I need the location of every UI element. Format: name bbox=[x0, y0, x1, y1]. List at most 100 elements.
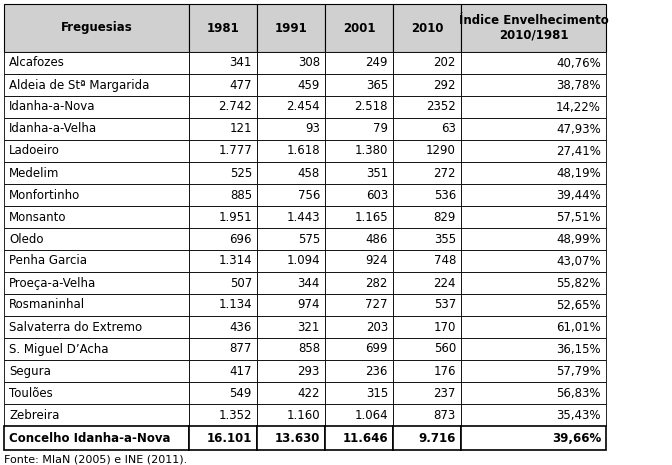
Text: 603: 603 bbox=[366, 188, 388, 201]
Text: 756: 756 bbox=[298, 188, 320, 201]
Bar bbox=[393, 338, 461, 360]
Bar bbox=[189, 118, 257, 140]
Text: 1.165: 1.165 bbox=[354, 211, 388, 224]
Bar bbox=[393, 184, 461, 206]
Text: 39,66%: 39,66% bbox=[552, 432, 601, 445]
Bar bbox=[189, 250, 257, 272]
Bar bbox=[325, 206, 393, 228]
Text: 43,07%: 43,07% bbox=[556, 254, 601, 267]
Text: 36,15%: 36,15% bbox=[556, 343, 601, 356]
Bar bbox=[325, 272, 393, 294]
Bar bbox=[461, 426, 606, 450]
Bar bbox=[325, 96, 393, 118]
Text: 57,79%: 57,79% bbox=[556, 365, 601, 378]
Text: 858: 858 bbox=[298, 343, 320, 356]
Bar bbox=[393, 162, 461, 184]
Bar bbox=[325, 140, 393, 162]
Bar bbox=[325, 338, 393, 360]
Text: 93: 93 bbox=[305, 122, 320, 135]
Bar bbox=[189, 228, 257, 250]
Text: Proeça-a-Velha: Proeça-a-Velha bbox=[9, 277, 96, 290]
Text: 1.064: 1.064 bbox=[354, 408, 388, 421]
Bar bbox=[189, 294, 257, 316]
Bar bbox=[325, 360, 393, 382]
Text: 417: 417 bbox=[230, 365, 252, 378]
Bar bbox=[393, 228, 461, 250]
Bar bbox=[257, 250, 325, 272]
Bar bbox=[325, 228, 393, 250]
Bar bbox=[461, 294, 606, 316]
Text: 292: 292 bbox=[433, 79, 456, 92]
Text: 202: 202 bbox=[433, 57, 456, 69]
Bar bbox=[189, 140, 257, 162]
Bar bbox=[393, 118, 461, 140]
Text: Monfortinho: Monfortinho bbox=[9, 188, 80, 201]
Text: Segura: Segura bbox=[9, 365, 51, 378]
Bar bbox=[393, 74, 461, 96]
Bar bbox=[257, 96, 325, 118]
Bar bbox=[461, 404, 606, 426]
Bar bbox=[4, 74, 189, 96]
Bar bbox=[461, 184, 606, 206]
Bar bbox=[189, 426, 257, 450]
Text: 365: 365 bbox=[366, 79, 388, 92]
Text: Alcafozes: Alcafozes bbox=[9, 57, 65, 69]
Text: 1290: 1290 bbox=[426, 145, 456, 158]
Text: 507: 507 bbox=[230, 277, 252, 290]
Bar bbox=[4, 52, 189, 74]
Text: 2001: 2001 bbox=[343, 21, 375, 34]
Text: 40,76%: 40,76% bbox=[556, 57, 601, 69]
Bar bbox=[393, 206, 461, 228]
Bar bbox=[257, 382, 325, 404]
Text: 885: 885 bbox=[230, 188, 252, 201]
Text: 55,82%: 55,82% bbox=[556, 277, 601, 290]
Text: 2010: 2010 bbox=[411, 21, 444, 34]
Text: 1.352: 1.352 bbox=[218, 408, 252, 421]
Bar bbox=[461, 4, 606, 52]
Bar bbox=[189, 206, 257, 228]
Text: 1.380: 1.380 bbox=[355, 145, 388, 158]
Bar bbox=[257, 404, 325, 426]
Bar bbox=[257, 118, 325, 140]
Bar bbox=[4, 426, 189, 450]
Text: 696: 696 bbox=[230, 232, 252, 246]
Bar bbox=[393, 96, 461, 118]
Bar bbox=[461, 316, 606, 338]
Text: 1.094: 1.094 bbox=[286, 254, 320, 267]
Text: 1.134: 1.134 bbox=[218, 299, 252, 312]
Text: 458: 458 bbox=[298, 166, 320, 179]
Text: 35,43%: 35,43% bbox=[556, 408, 601, 421]
Text: Idanha-a-Nova: Idanha-a-Nova bbox=[9, 100, 95, 113]
Bar bbox=[461, 338, 606, 360]
Bar bbox=[4, 228, 189, 250]
Bar bbox=[257, 52, 325, 74]
Bar bbox=[257, 228, 325, 250]
Text: 1.777: 1.777 bbox=[218, 145, 252, 158]
Bar bbox=[393, 4, 461, 52]
Text: 436: 436 bbox=[230, 320, 252, 333]
Bar bbox=[393, 426, 461, 450]
Bar bbox=[4, 404, 189, 426]
Bar bbox=[461, 382, 606, 404]
Bar bbox=[257, 206, 325, 228]
Bar bbox=[461, 360, 606, 382]
Bar bbox=[325, 74, 393, 96]
Text: Ladoeiro: Ladoeiro bbox=[9, 145, 60, 158]
Bar bbox=[393, 294, 461, 316]
Text: 11.646: 11.646 bbox=[342, 432, 388, 445]
Text: 48,19%: 48,19% bbox=[556, 166, 601, 179]
Bar bbox=[325, 316, 393, 338]
Text: Idanha-a-Velha: Idanha-a-Velha bbox=[9, 122, 97, 135]
Text: 315: 315 bbox=[366, 386, 388, 399]
Bar bbox=[325, 162, 393, 184]
Text: 1.314: 1.314 bbox=[218, 254, 252, 267]
Text: 486: 486 bbox=[366, 232, 388, 246]
Text: 727: 727 bbox=[366, 299, 388, 312]
Text: 282: 282 bbox=[366, 277, 388, 290]
Bar bbox=[189, 382, 257, 404]
Text: Oledo: Oledo bbox=[9, 232, 44, 246]
Bar bbox=[325, 4, 393, 52]
Text: 48,99%: 48,99% bbox=[556, 232, 601, 246]
Text: 39,44%: 39,44% bbox=[556, 188, 601, 201]
Bar bbox=[325, 294, 393, 316]
